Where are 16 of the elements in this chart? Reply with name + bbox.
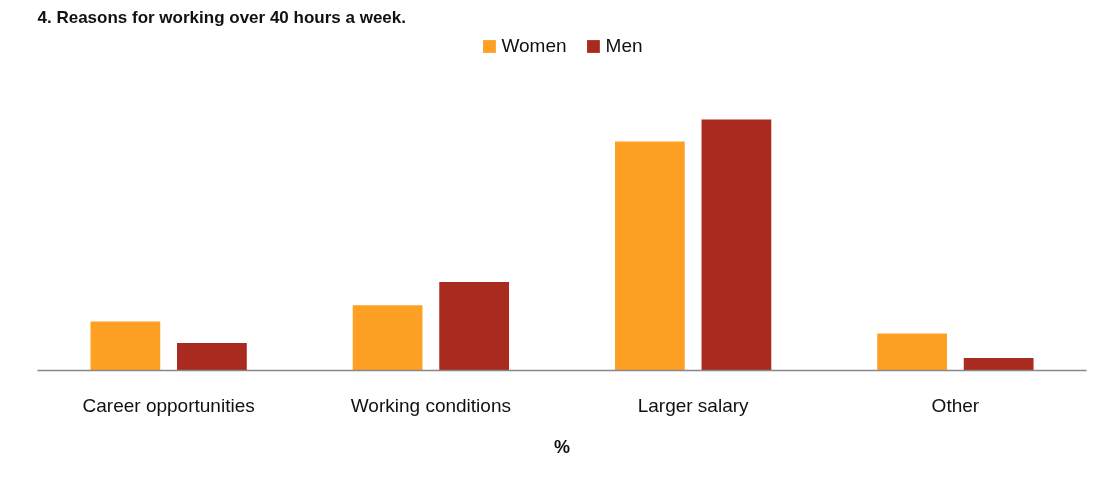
legend-label: Women	[501, 35, 567, 57]
x-tick-label: Other	[931, 394, 980, 416]
bar	[701, 119, 772, 371]
bar	[177, 342, 247, 371]
bar	[614, 141, 685, 371]
x-tick-label: Career opportunities	[82, 394, 255, 416]
bar	[352, 305, 423, 371]
bar	[439, 282, 510, 371]
bar	[963, 357, 1034, 371]
x-axis-title: %	[554, 436, 571, 457]
bar	[877, 333, 947, 371]
x-tick-label: Larger salary	[637, 394, 750, 416]
chart-title: 4. Reasons for working over 40 hours a week.	[37, 7, 406, 27]
bar	[90, 321, 161, 371]
legend-label: Men	[605, 35, 643, 57]
x-tick-label: Working conditions	[350, 394, 511, 416]
